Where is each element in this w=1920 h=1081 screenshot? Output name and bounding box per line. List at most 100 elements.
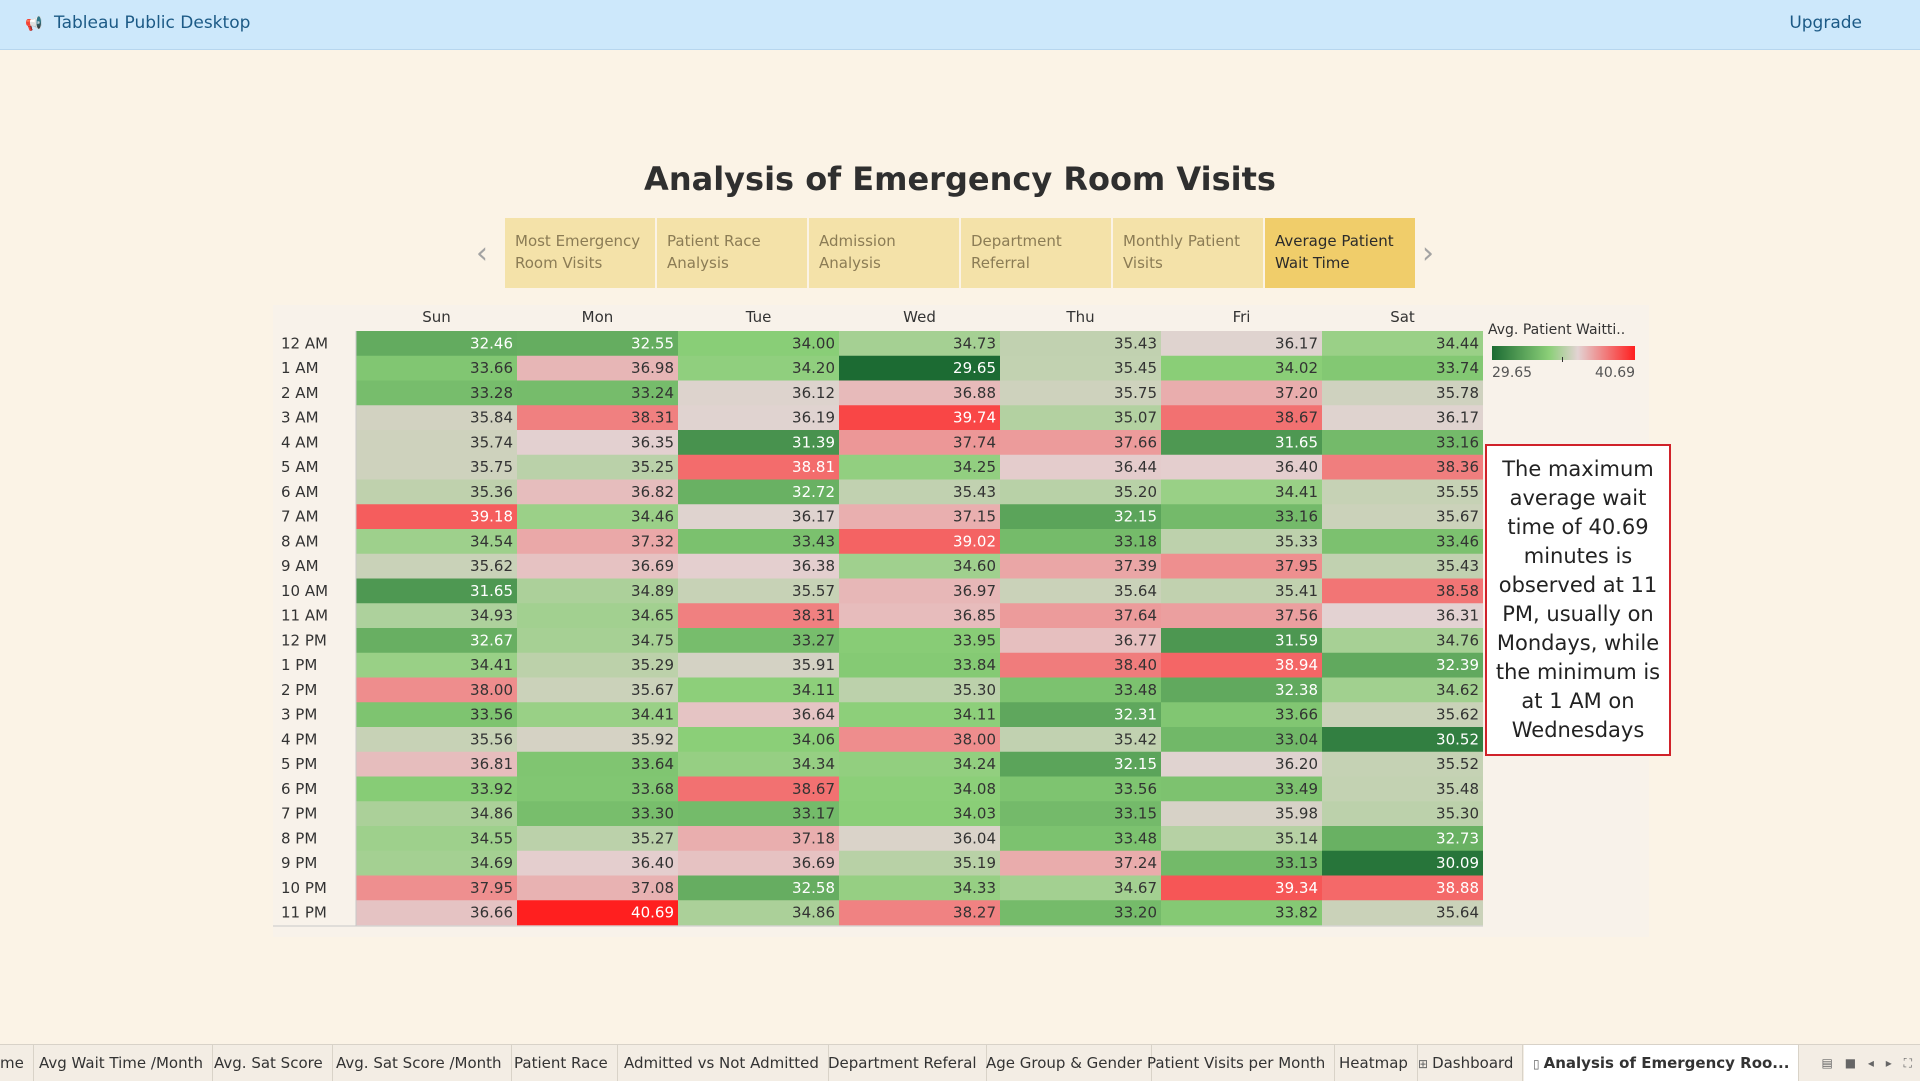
tab-grid-icon[interactable]: ▤ — [1821, 1056, 1833, 1070]
heatmap-cell[interactable] — [1322, 801, 1483, 827]
heatmap-cell[interactable] — [839, 578, 1000, 604]
heatmap-cell[interactable] — [1000, 826, 1161, 852]
heatmap-cell[interactable] — [1000, 578, 1161, 604]
heatmap-cell[interactable] — [1000, 702, 1161, 728]
scroll-left-icon[interactable]: ◂ — [1867, 1056, 1874, 1070]
heatmap-cell[interactable] — [1000, 405, 1161, 431]
heatmap-cell[interactable] — [517, 553, 678, 579]
sheet-tab-avg-sat-score-month[interactable]: Avg. Sat Score /Month — [327, 1045, 512, 1081]
heatmap-cell[interactable] — [1322, 355, 1483, 381]
heatmap-cell[interactable] — [839, 430, 1000, 456]
heatmap-cell[interactable] — [1161, 826, 1322, 852]
heatmap-cell[interactable] — [839, 875, 1000, 901]
heatmap-cell[interactable] — [517, 529, 678, 555]
heatmap-cell[interactable] — [356, 603, 517, 629]
heatmap-cell[interactable] — [1322, 677, 1483, 703]
heatmap-cell[interactable] — [517, 479, 678, 505]
heatmap-cell[interactable] — [1161, 331, 1322, 357]
heatmap-cell[interactable] — [1000, 628, 1161, 654]
heatmap-cell[interactable] — [1322, 479, 1483, 505]
heatmap-cell[interactable] — [1322, 504, 1483, 530]
heatmap-cell[interactable] — [678, 479, 839, 505]
heatmap-cell[interactable] — [1322, 826, 1483, 852]
heatmap-cell[interactable] — [1322, 751, 1483, 777]
heatmap-cell[interactable] — [1161, 355, 1322, 381]
heatmap-cell[interactable] — [356, 727, 517, 753]
heatmap-cell[interactable] — [517, 331, 678, 357]
heatmap-cell[interactable] — [678, 578, 839, 604]
story-point-admission-analysis[interactable]: Admission Analysis — [809, 218, 959, 288]
heatmap-cell[interactable] — [1161, 578, 1322, 604]
heatmap-cell[interactable] — [1000, 355, 1161, 381]
heatmap-cell[interactable] — [517, 801, 678, 827]
heatmap-cell[interactable] — [1000, 553, 1161, 579]
heatmap-cell[interactable] — [1322, 652, 1483, 678]
heatmap-cell[interactable] — [1000, 380, 1161, 406]
heatmap-cell[interactable] — [839, 801, 1000, 827]
heatmap-cell[interactable] — [678, 776, 839, 802]
sheet-tab-patient-race[interactable]: Patient Race — [505, 1045, 618, 1081]
heatmap-cell[interactable] — [356, 355, 517, 381]
heatmap-cell[interactable] — [839, 479, 1000, 505]
heatmap-cell[interactable] — [678, 430, 839, 456]
heatmap-cell[interactable] — [1161, 727, 1322, 753]
heatmap-cell[interactable] — [1322, 702, 1483, 728]
heatmap-cell[interactable] — [678, 900, 839, 926]
sheet-tab-heatmap[interactable]: Heatmap — [1330, 1045, 1418, 1081]
chevron-left-icon[interactable]: ‹ — [476, 236, 488, 271]
heatmap-cell[interactable] — [356, 826, 517, 852]
story-point-monthly-patient-visits[interactable]: Monthly Patient Visits — [1113, 218, 1263, 288]
heatmap-cell[interactable] — [1000, 850, 1161, 876]
heatmap-cell[interactable] — [1322, 405, 1483, 431]
heatmap-cell[interactable] — [678, 875, 839, 901]
heatmap-cell[interactable] — [517, 504, 678, 530]
heatmap-cell[interactable] — [678, 529, 839, 555]
heatmap-cell[interactable] — [1161, 850, 1322, 876]
heatmap-cell[interactable] — [678, 553, 839, 579]
heatmap-cell[interactable] — [517, 751, 678, 777]
heatmap-cell[interactable] — [1322, 578, 1483, 604]
heatmap-cell[interactable] — [678, 826, 839, 852]
heatmap-cell[interactable] — [1000, 900, 1161, 926]
heatmap-cell[interactable] — [1000, 479, 1161, 505]
sheet-tab-age-group-gender[interactable]: Age Group & Gender — [977, 1045, 1152, 1081]
scroll-right-icon[interactable]: ▸ — [1885, 1056, 1892, 1070]
heatmap-cell[interactable] — [356, 430, 517, 456]
heatmap-cell[interactable] — [356, 454, 517, 480]
heatmap-cell[interactable] — [839, 529, 1000, 555]
heatmap-cell[interactable] — [517, 578, 678, 604]
heatmap-cell[interactable] — [839, 454, 1000, 480]
heatmap-cell[interactable] — [678, 652, 839, 678]
sheet-tab-department-referal[interactable]: Department Referal — [819, 1045, 987, 1081]
heatmap-cell[interactable] — [356, 405, 517, 431]
heatmap-cell[interactable] — [356, 677, 517, 703]
heatmap-cell[interactable] — [839, 702, 1000, 728]
heatmap-cell[interactable] — [678, 355, 839, 381]
heatmap-cell[interactable] — [1161, 677, 1322, 703]
heatmap-cell[interactable] — [1161, 479, 1322, 505]
heatmap-cell[interactable] — [678, 603, 839, 629]
heatmap-cell[interactable] — [839, 603, 1000, 629]
heatmap-cell[interactable] — [678, 405, 839, 431]
heatmap-cell[interactable] — [517, 652, 678, 678]
heatmap-cell[interactable] — [517, 850, 678, 876]
heatmap-cell[interactable] — [839, 355, 1000, 381]
heatmap-cell[interactable] — [356, 380, 517, 406]
heatmap-cell[interactable] — [1322, 776, 1483, 802]
heatmap-cell[interactable] — [839, 751, 1000, 777]
heatmap-cell[interactable] — [1322, 380, 1483, 406]
heatmap-cell[interactable] — [517, 430, 678, 456]
heatmap-cell[interactable] — [678, 702, 839, 728]
heatmap-cell[interactable] — [517, 702, 678, 728]
heatmap-cell[interactable] — [356, 529, 517, 555]
heatmap-cell[interactable] — [678, 751, 839, 777]
heatmap-cell[interactable] — [839, 405, 1000, 431]
heatmap-cell[interactable] — [356, 900, 517, 926]
heatmap-cell[interactable] — [1322, 430, 1483, 456]
heatmap-cell[interactable] — [1161, 380, 1322, 406]
heatmap-cell[interactable] — [678, 454, 839, 480]
heatmap-cell[interactable] — [356, 850, 517, 876]
fullscreen-icon[interactable]: ⛶ — [1903, 1056, 1912, 1070]
heatmap-cell[interactable] — [1161, 529, 1322, 555]
heatmap-cell[interactable] — [356, 652, 517, 678]
